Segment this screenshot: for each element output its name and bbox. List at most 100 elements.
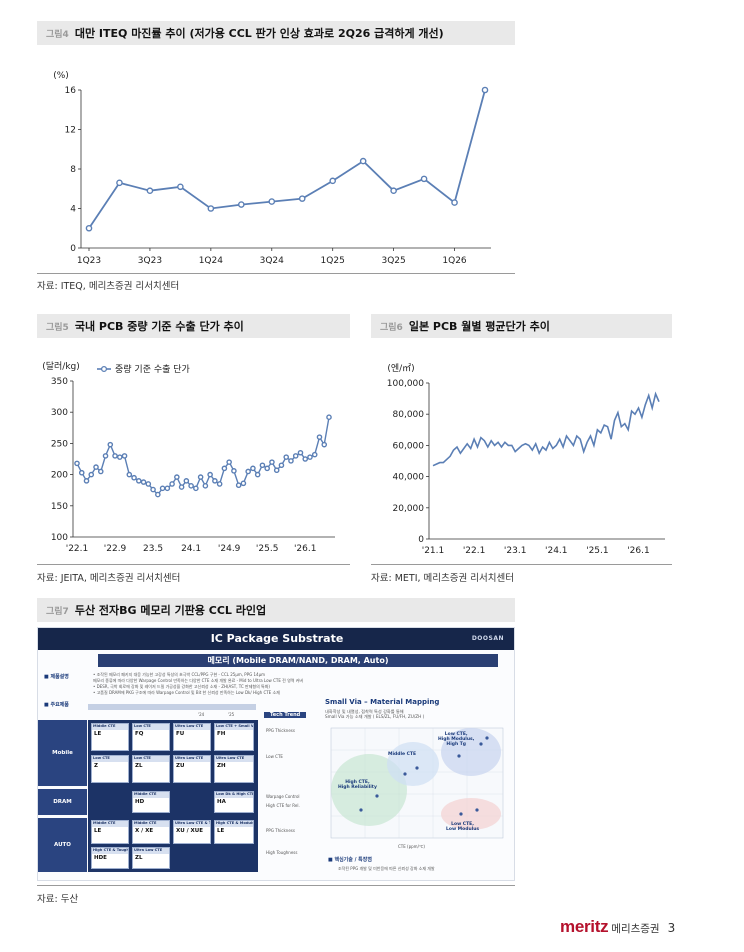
core-tech-line: 조작된 PPG 개발 및 미반응에 따른 신뢰성 강화 소재 개발: [338, 866, 435, 871]
data-point: [216, 481, 223, 487]
x-tick-label: '24.1: [545, 546, 568, 556]
bubble-label: Low CTE, High Modulus, High Tg: [438, 732, 475, 747]
data-point: [226, 459, 232, 465]
data-point: [278, 462, 285, 469]
data-point: [93, 464, 99, 470]
data-point: [102, 453, 109, 459]
y-tick-label: 0: [418, 535, 424, 545]
product-cell: Ultra Low CTE ZL: [132, 847, 170, 869]
figure6-number: 그림6: [380, 322, 403, 333]
x-tick-label: '23.1: [504, 546, 527, 556]
figure6-title: 일본 PCB 월별 평균단가 추이: [408, 320, 550, 333]
x-tick-label: 24.1: [181, 544, 201, 554]
data-point: [155, 491, 161, 498]
main-products-label: ■ 주요제품: [44, 702, 69, 708]
meritz-logo: meritz: [560, 917, 609, 936]
footer-brand: meritz 메리츠증권 3: [560, 917, 675, 937]
x-tick-label: '25.1: [586, 546, 609, 556]
data-point: [245, 468, 251, 475]
product-cell: Middle CTE X / XE: [132, 820, 170, 844]
product-cell: Middle CTE HD: [132, 791, 170, 813]
timeline-bar: [88, 704, 256, 710]
y-tick-label: 150: [51, 502, 68, 512]
doosan-lineup-slide: IC Package Substrate DOOSAN 메모리 (Mobile …: [37, 627, 515, 881]
bubble-label: Low CTE, Low Modulus: [446, 822, 480, 832]
trend-note: Warpage Control: [266, 794, 300, 799]
figure7-rule: [37, 885, 515, 886]
data-point: [174, 474, 180, 480]
y-tick-label: 16: [65, 86, 77, 96]
trend-note: Low CTE: [266, 754, 283, 759]
data-point: [273, 467, 280, 474]
x-tick-label: '26.1: [627, 546, 650, 556]
data-point: [212, 478, 218, 484]
iteq-margin-chart: 0 4 8 12 16 (%) 1Q23 3Q23 1Q24 3Q24 1Q25 3Q25 1Q26: [53, 71, 491, 266]
figure5-header: 그림5 국내 PCB 중량 기준 수출 단가 추이: [37, 314, 350, 338]
data-point: [131, 474, 137, 481]
data-point: [302, 456, 309, 462]
y-tick-label: 40,000: [393, 473, 425, 483]
doosan-logo: DOOSAN: [471, 635, 504, 642]
y-axis-label: (달러/kg): [42, 360, 80, 372]
figure4-rule: [37, 273, 515, 274]
data-point: [145, 481, 152, 487]
x-tick-label: '25.5: [256, 544, 279, 554]
row-label-auto: AUTO: [38, 818, 87, 872]
product-cell: Ultra Low CTE & ToughnessXU / XUE: [173, 820, 211, 844]
product-cell: Low CTE + Small ViaFH: [214, 723, 254, 751]
x-tick-label: '22.1: [463, 546, 486, 556]
tech-trend-label: Tech Trend: [264, 712, 307, 718]
figure4-header: 그림4 대만 ITEQ 마진률 추이 (저가용 CCL 판가 인상 효과로 2Q…: [37, 21, 515, 45]
row-label-mobile: Mobile: [38, 720, 87, 786]
data-point: [298, 195, 306, 202]
figure7-source: 자료: 두산: [37, 894, 79, 905]
data-point: [112, 453, 118, 459]
data-point: [359, 157, 367, 165]
figure5-title: 국내 PCB 중량 기준 수출 단가 추이: [74, 320, 244, 333]
x-tick-label: 1Q25: [321, 256, 345, 266]
y-axis-label: (엔/㎡): [387, 363, 414, 374]
bubble-label: High CTE, High Reliability: [338, 780, 377, 790]
data-point: [78, 469, 85, 476]
product-cell: Ultra Low CTE ZH: [214, 755, 254, 783]
korea-pcb-export-price-chart: 100 150 200 250 300 350 (달러/kg) '22.1 '22.9 23.5 2…: [42, 360, 335, 554]
data-point: [88, 471, 95, 478]
data-point: [240, 480, 247, 487]
map-xlabel: CTE (ppm/℃): [398, 844, 425, 849]
page-number: 3: [667, 921, 676, 935]
y-tick-label: 200: [51, 471, 68, 481]
data-point: [321, 441, 328, 448]
data-point: [164, 485, 171, 492]
y-tick-label: 350: [51, 377, 68, 387]
x-tick-label: 1Q24: [199, 256, 224, 266]
bubble-label: Middle CTE: [388, 752, 417, 757]
desc-line: 메모리 종류에 따라 다양한 Warpage Control 만족하는 다양한 …: [93, 678, 304, 683]
data-point: [207, 471, 213, 478]
product-cell: Low CTE Z: [91, 755, 129, 783]
desc-line: • DESR, 극박 회로에 강화 및 레이저 드릴 가공성을 강화한 고신뢰성…: [93, 684, 270, 689]
figure5-number: 그림5: [46, 322, 69, 333]
data-point: [311, 451, 318, 458]
data-point: [85, 224, 93, 232]
data-point: [178, 484, 185, 490]
series-line: [432, 391, 660, 467]
x-tick-label: 1Q23: [77, 256, 101, 266]
legend-label: 중량 기준 수출 단가: [115, 363, 190, 375]
figure7-number: 그림7: [46, 606, 69, 617]
figure6-rule: [371, 564, 672, 565]
data-point: [83, 478, 90, 484]
data-point: [202, 483, 209, 489]
trend-note: High CTE for Rel.: [266, 803, 300, 808]
data-point: [146, 187, 154, 195]
y-tick-label: 100: [51, 533, 68, 543]
data-point: [297, 449, 304, 456]
data-point: [316, 434, 323, 440]
data-point: [177, 183, 184, 191]
slide-header: IC Package Substrate DOOSAN: [38, 628, 514, 650]
data-point: [259, 462, 266, 469]
x-tick-label: '21.1: [422, 546, 445, 556]
product-cell: Ultra Low CTE FU: [173, 723, 211, 751]
data-point: [288, 458, 294, 464]
data-point: [121, 453, 128, 459]
y-tick-label: 0: [70, 244, 76, 254]
